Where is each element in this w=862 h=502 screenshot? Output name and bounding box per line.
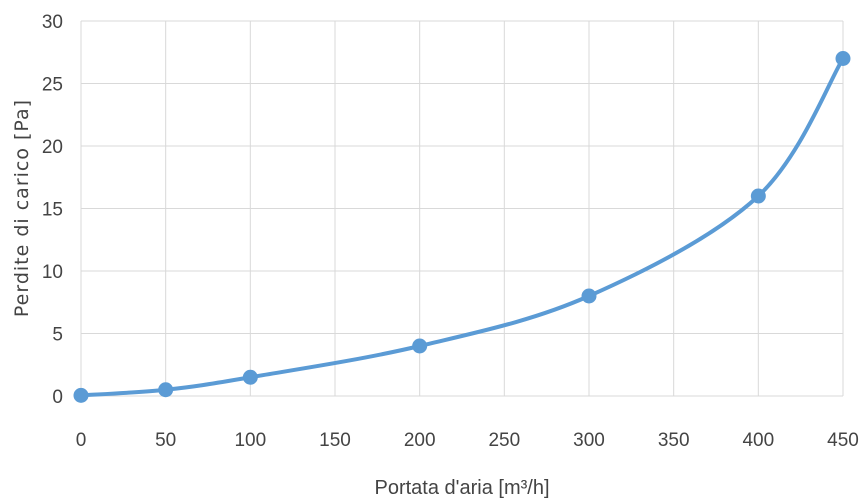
- data-point: [158, 382, 174, 398]
- data-point: [581, 288, 597, 304]
- series-points: [73, 51, 851, 403]
- x-tick-label: 250: [488, 430, 520, 451]
- y-tick-label: 30: [42, 12, 63, 33]
- x-tick-label: 450: [827, 430, 859, 451]
- y-tick-label: 10: [42, 262, 63, 283]
- y-tick-label: 5: [52, 325, 63, 346]
- x-axis-label: Portata d'aria [m³/h]: [375, 477, 550, 499]
- x-tick-label: 100: [234, 430, 266, 451]
- x-tick-label: 150: [319, 430, 351, 451]
- series-line: [79, 56, 845, 398]
- data-point: [73, 387, 89, 403]
- grid: [80, 20, 844, 397]
- data-point: [242, 369, 258, 385]
- x-tick-label: 400: [742, 430, 774, 451]
- data-point: [750, 188, 766, 204]
- y-tick-label: 15: [42, 200, 63, 221]
- y-axis-label: Perdite di carico [Pa]: [11, 99, 33, 317]
- x-tick-labels: 0 50 100 150 200 250 300 350 400 450: [76, 430, 859, 451]
- x-tick-label: 300: [573, 430, 605, 451]
- data-point: [835, 51, 851, 66]
- x-tick-label: 50: [155, 430, 176, 451]
- y-tick-label: 0: [52, 387, 63, 408]
- data-point: [412, 338, 428, 354]
- x-tick-label: 350: [658, 430, 690, 451]
- y-tick-label: 20: [42, 137, 63, 158]
- y-tick-label: 25: [42, 75, 63, 96]
- x-tick-label: 0: [76, 430, 87, 451]
- y-tick-labels: 0 5 10 15 20 25 30: [42, 12, 63, 408]
- x-tick-label: 200: [404, 430, 436, 451]
